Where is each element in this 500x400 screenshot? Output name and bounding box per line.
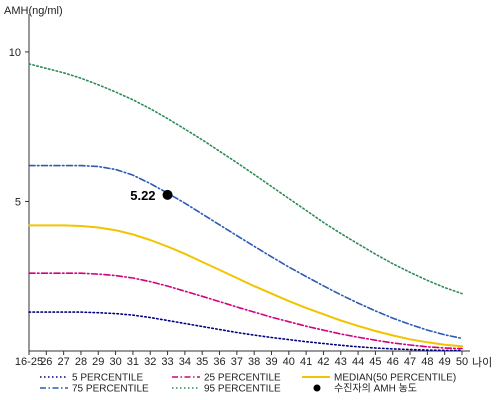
x-tick-label: 39 [265, 356, 277, 368]
x-tick-label: 27 [58, 356, 70, 368]
x-tick-label: 37 [231, 356, 243, 368]
y-tick-label: 10 [9, 47, 21, 59]
legend-marker [313, 384, 321, 392]
x-tick-label: 41 [300, 356, 312, 368]
x-tick-label: 33 [161, 356, 173, 368]
legend-item: 95 PERCENTILE [172, 384, 281, 395]
x-tick-label: 44 [352, 356, 364, 368]
series-line [28, 63, 463, 295]
x-tick-label: 40 [283, 356, 295, 368]
legend-label: MEDIAN(50 PERCENTILE) [334, 373, 456, 384]
series-line [28, 164, 463, 340]
x-tick-label: 32 [144, 356, 156, 368]
x-tick-label: 46 [387, 356, 399, 368]
legend-item: 5 PERCENTILE [40, 373, 143, 384]
x-tick-label: 43 [335, 356, 347, 368]
legend: 5 PERCENTILE 25 PERCENTILE MEDIAN(50 PERCE… [40, 373, 456, 395]
x-tick-label: 36 [213, 356, 225, 368]
x-tick-label: 28 [75, 356, 87, 368]
legend-item: 수진자의 AMH 농도 [313, 383, 417, 395]
x-tick-label: 26 [40, 356, 52, 368]
x-tick-label: 50 [456, 356, 468, 368]
legend-label: 95 PERCENTILE [204, 384, 281, 395]
y-tick-label: 5 [15, 196, 21, 208]
legend-item: 25 PERCENTILE [172, 373, 281, 384]
x-tick-label: 49 [439, 356, 451, 368]
x-tick-label: 48 [421, 356, 433, 368]
legend-label: 수진자의 AMH 농도 [334, 383, 417, 395]
series-line [28, 272, 463, 350]
marker-layer: 5.22 [130, 188, 173, 203]
x-tick-label: 30 [109, 356, 121, 368]
x-tick-label: 38 [248, 356, 260, 368]
series-layer [28, 63, 463, 352]
legend-item: 75 PERCENTILE [40, 384, 149, 395]
series-line [28, 224, 463, 348]
x-tick-label: 42 [317, 356, 329, 368]
x-axis-title: 나이 [472, 356, 492, 369]
x-tick-label: 45 [369, 356, 381, 368]
legend-item: MEDIAN(50 PERCENTILE) [302, 373, 456, 384]
x-tick-label: 29 [92, 356, 104, 368]
x-tick-label: 16-25 [15, 356, 43, 368]
legend-label: 25 PERCENTILE [204, 373, 281, 384]
x-tick-label: 35 [196, 356, 208, 368]
patient-amh-label: 5.22 [130, 188, 155, 203]
series-line [28, 311, 463, 352]
x-tick-label: 31 [127, 356, 139, 368]
x-tick-label: 34 [179, 356, 191, 368]
legend-label: 5 PERCENTILE [72, 373, 143, 384]
y-axis-title: AMH(ng/ml) [4, 5, 63, 17]
x-tick-label: 47 [404, 356, 416, 368]
patient-amh-point [162, 189, 173, 200]
legend-label: 75 PERCENTILE [72, 384, 149, 395]
